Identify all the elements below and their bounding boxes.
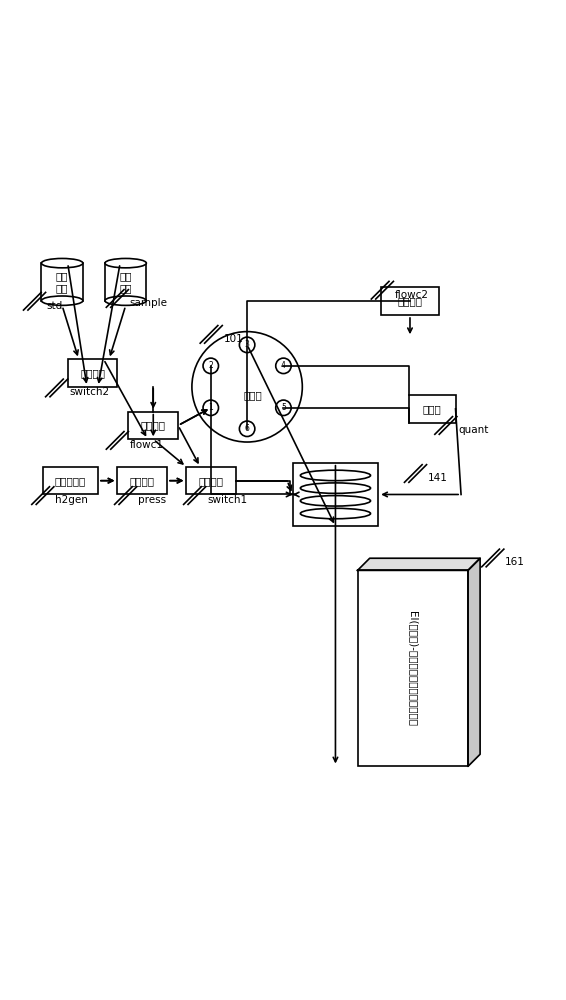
Text: 2: 2 bbox=[208, 361, 213, 370]
Text: h2gen: h2gen bbox=[55, 495, 88, 505]
Bar bbox=[186, 467, 236, 494]
Text: switch2: switch2 bbox=[69, 387, 109, 397]
Ellipse shape bbox=[301, 496, 371, 506]
Text: 流量控制: 流量控制 bbox=[141, 420, 166, 430]
Text: 5: 5 bbox=[281, 403, 286, 412]
Text: 六通阀: 六通阀 bbox=[243, 390, 262, 400]
Ellipse shape bbox=[301, 483, 371, 493]
Text: 定量环: 定量环 bbox=[423, 404, 441, 414]
Polygon shape bbox=[358, 558, 480, 570]
Bar bbox=[41, 263, 83, 301]
Bar bbox=[128, 412, 178, 439]
Text: 6: 6 bbox=[245, 424, 250, 433]
Text: 1: 1 bbox=[208, 403, 213, 412]
Bar bbox=[105, 263, 147, 301]
Ellipse shape bbox=[105, 258, 147, 268]
Text: 气路开关: 气路开关 bbox=[199, 476, 224, 486]
Ellipse shape bbox=[41, 258, 83, 268]
Text: 气路开关: 气路开关 bbox=[80, 368, 105, 378]
Text: 141: 141 bbox=[428, 473, 448, 483]
Bar bbox=[358, 570, 468, 766]
Bar bbox=[117, 467, 167, 494]
Circle shape bbox=[203, 400, 218, 416]
Text: 标准
气体: 标准 气体 bbox=[56, 271, 68, 293]
Text: flowc2: flowc2 bbox=[395, 290, 429, 300]
Text: quant: quant bbox=[458, 425, 488, 435]
Ellipse shape bbox=[301, 508, 371, 519]
Circle shape bbox=[239, 421, 255, 437]
Circle shape bbox=[276, 358, 291, 374]
Text: switch1: switch1 bbox=[207, 495, 247, 505]
Polygon shape bbox=[468, 558, 480, 766]
Text: std: std bbox=[47, 301, 63, 311]
Circle shape bbox=[276, 400, 291, 416]
Bar bbox=[293, 463, 378, 526]
Ellipse shape bbox=[301, 470, 371, 481]
Text: 161: 161 bbox=[505, 557, 525, 567]
Text: 101: 101 bbox=[224, 334, 243, 344]
Text: 3: 3 bbox=[245, 340, 250, 349]
Bar bbox=[409, 395, 456, 423]
Circle shape bbox=[239, 337, 255, 353]
Circle shape bbox=[203, 358, 218, 374]
Bar bbox=[381, 287, 439, 315]
Text: press: press bbox=[138, 495, 166, 505]
Text: 氢气发生器: 氢气发生器 bbox=[55, 476, 86, 486]
Bar bbox=[43, 467, 98, 494]
Text: sample: sample bbox=[130, 298, 168, 308]
Text: 控压限流: 控压限流 bbox=[130, 476, 155, 486]
Ellipse shape bbox=[41, 296, 83, 305]
Text: flowc1: flowc1 bbox=[130, 440, 164, 450]
Text: 样品
气体: 样品 气体 bbox=[119, 271, 132, 293]
Text: EI(离子源)-四极杆氢气检测用质谱仪器: EI(离子源)-四极杆氢气检测用质谱仪器 bbox=[408, 611, 418, 726]
Circle shape bbox=[192, 332, 302, 442]
Text: 4: 4 bbox=[281, 361, 286, 370]
Bar bbox=[68, 359, 117, 387]
Text: 流量控制: 流量控制 bbox=[397, 296, 422, 306]
Ellipse shape bbox=[105, 296, 147, 305]
